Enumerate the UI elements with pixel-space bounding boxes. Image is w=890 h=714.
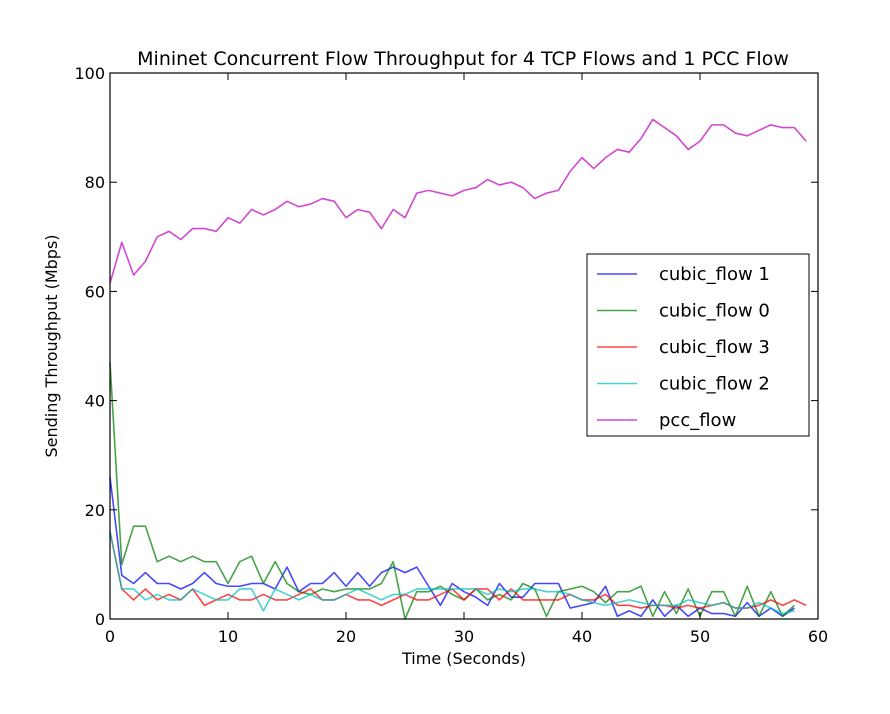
legend-label: cubic_flow 0: [659, 301, 770, 322]
series-line-3: [109, 531, 795, 615]
x-tick-label: 50: [690, 627, 710, 646]
legend: cubic_flow 1 cubic_flow 0 cubic_flow 3 cubi…: [586, 253, 810, 437]
series-line-2: [109, 531, 807, 609]
y-tick-label: 100: [74, 64, 105, 83]
plot-lines: [109, 118, 807, 620]
x-tick-label: 60: [808, 627, 828, 646]
x-tick-label: 0: [105, 627, 115, 646]
y-tick-label: 20: [85, 501, 105, 520]
series-line-1: [109, 362, 795, 620]
x-tick-label: 20: [336, 627, 356, 646]
legend-label: cubic_flow 1: [659, 264, 770, 285]
series-line-4: [109, 118, 807, 284]
series-line-0: [109, 476, 795, 618]
y-tick-label: 60: [85, 282, 105, 301]
legend-label: pcc_flow: [659, 410, 736, 431]
x-tick-label: 30: [454, 627, 474, 646]
axis-ticks: 0 10 20 30 40 50 60 0 20 40 60 80 100: [74, 64, 828, 646]
x-tick-label: 10: [218, 627, 238, 646]
y-tick-label: 40: [85, 392, 105, 411]
x-tick-label: 40: [572, 627, 592, 646]
chart-title: Mininet Concurrent Flow Throughput for 4…: [137, 48, 789, 70]
y-axis-label: Sending Throughput (Mbps): [42, 234, 61, 457]
y-tick-label: 0: [95, 610, 105, 629]
x-axis-label: Time (Seconds): [401, 649, 526, 668]
legend-label: cubic_flow 3: [659, 337, 770, 358]
y-tick-label: 80: [85, 173, 105, 192]
legend-label: cubic_flow 2: [659, 374, 770, 395]
legend-box: [586, 253, 810, 437]
